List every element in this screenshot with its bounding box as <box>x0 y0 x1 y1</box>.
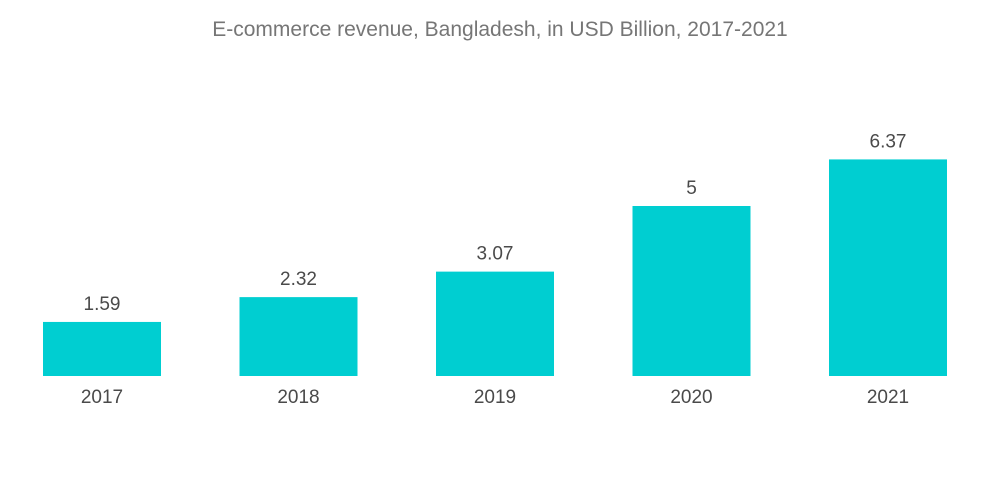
value-label-2017: 1.59 <box>84 294 121 315</box>
bar-2017 <box>43 321 161 376</box>
bar-2018 <box>239 297 358 376</box>
category-label-2020: 2020 <box>670 387 712 408</box>
bar-2020 <box>632 206 751 376</box>
bar-2019 <box>436 271 554 376</box>
category-label-2018: 2018 <box>277 387 319 408</box>
value-label-2019: 3.07 <box>477 244 514 265</box>
category-label-2017: 2017 <box>81 387 123 408</box>
chart-title: E-commerce revenue, Bangladesh, in USD B… <box>212 18 788 41</box>
value-label-2020: 5 <box>686 178 697 199</box>
category-label-2019: 2019 <box>474 387 516 408</box>
category-label-2021: 2021 <box>867 387 909 408</box>
value-label-2021: 6.37 <box>870 131 907 152</box>
value-label-2018: 2.32 <box>280 269 317 290</box>
bar-2021 <box>829 159 947 376</box>
